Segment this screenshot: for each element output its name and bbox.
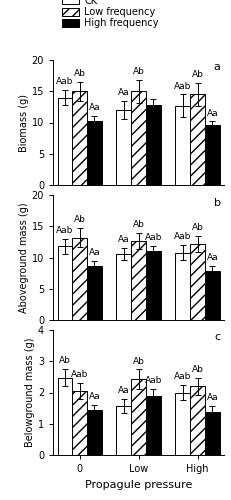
Bar xyxy=(87,410,102,455)
Text: b: b xyxy=(214,198,221,207)
Text: Aa: Aa xyxy=(118,235,130,244)
Bar xyxy=(72,391,87,455)
Text: a: a xyxy=(214,62,221,72)
Bar xyxy=(58,98,72,185)
Text: Ab: Ab xyxy=(191,223,204,232)
Text: Aa: Aa xyxy=(88,392,100,401)
Bar xyxy=(58,246,72,320)
Text: Ab: Ab xyxy=(133,356,145,366)
Text: Ab: Ab xyxy=(191,70,204,80)
Legend: CK, Low frequency, High frequency: CK, Low frequency, High frequency xyxy=(58,0,163,32)
Bar xyxy=(58,378,72,455)
Text: Aa: Aa xyxy=(88,103,100,112)
X-axis label: Propagule pressure: Propagule pressure xyxy=(85,480,192,490)
Bar xyxy=(131,91,146,185)
Bar xyxy=(131,380,146,455)
Text: Aab: Aab xyxy=(145,234,162,242)
Text: Aab: Aab xyxy=(174,82,191,90)
Bar xyxy=(87,120,102,185)
Text: Aab: Aab xyxy=(174,372,191,381)
Y-axis label: Belowground mass (g): Belowground mass (g) xyxy=(25,338,35,448)
Text: Ab: Ab xyxy=(59,356,71,365)
Bar xyxy=(72,91,87,185)
Text: Ab: Ab xyxy=(191,365,204,374)
Text: Aab: Aab xyxy=(71,370,88,380)
Bar xyxy=(175,252,190,320)
Text: Aab: Aab xyxy=(145,376,162,385)
Text: c: c xyxy=(215,332,221,342)
Bar xyxy=(175,106,190,185)
Bar xyxy=(146,251,161,320)
Bar xyxy=(205,125,220,185)
Bar xyxy=(116,254,131,320)
Bar xyxy=(72,238,87,320)
Text: Aa: Aa xyxy=(118,88,130,97)
Text: Aa: Aa xyxy=(118,386,130,395)
Bar xyxy=(146,105,161,185)
Bar xyxy=(205,270,220,320)
Bar xyxy=(116,406,131,455)
Text: Aab: Aab xyxy=(56,77,74,86)
Y-axis label: Aboveground mass (g): Aboveground mass (g) xyxy=(19,202,29,313)
Text: Aa: Aa xyxy=(207,254,218,262)
Bar xyxy=(87,266,102,320)
Text: Aa: Aa xyxy=(207,108,218,118)
Bar xyxy=(190,386,205,455)
Text: Ab: Ab xyxy=(133,220,145,230)
Bar xyxy=(190,94,205,185)
Text: Aa: Aa xyxy=(88,248,100,257)
Text: Aab: Aab xyxy=(174,232,191,241)
Bar xyxy=(146,396,161,455)
Bar xyxy=(205,412,220,455)
Y-axis label: Biomass (g): Biomass (g) xyxy=(19,94,29,152)
Text: Aab: Aab xyxy=(56,226,74,235)
Bar xyxy=(116,110,131,185)
Bar xyxy=(131,242,146,320)
Bar xyxy=(190,244,205,320)
Bar xyxy=(175,392,190,455)
Text: Ab: Ab xyxy=(74,216,86,224)
Text: Ab: Ab xyxy=(74,69,86,78)
Text: Aa: Aa xyxy=(207,394,218,402)
Text: Ab: Ab xyxy=(133,67,145,76)
